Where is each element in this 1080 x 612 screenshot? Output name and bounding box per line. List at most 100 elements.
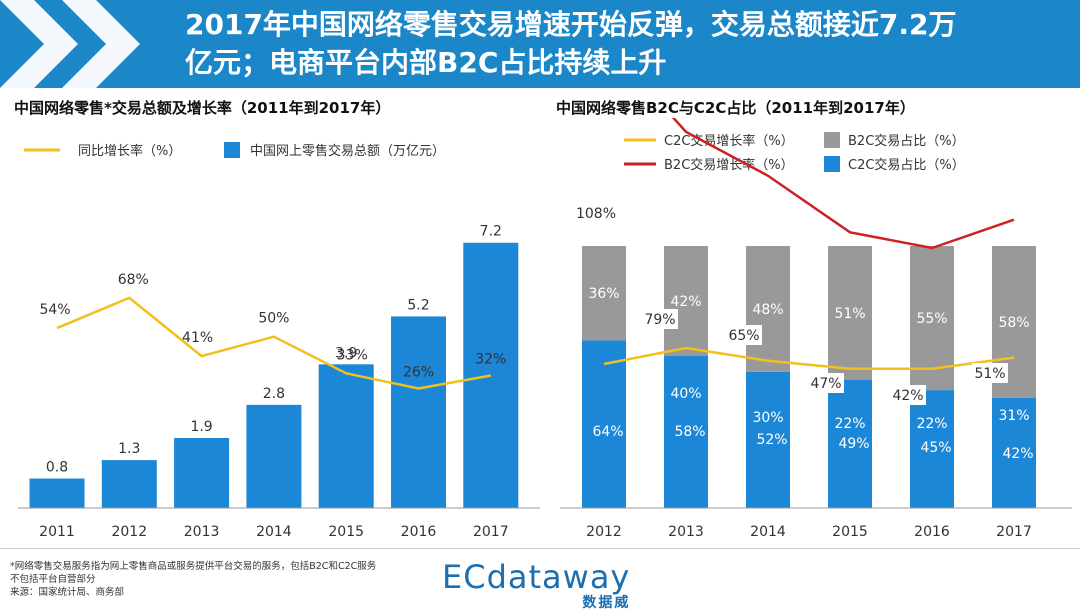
b2c-share-label: 55% (916, 311, 947, 327)
bar (391, 316, 446, 508)
bar-value-label: 0.8 (46, 460, 68, 476)
x-tick-label: 2017 (996, 524, 1032, 540)
c2c-value-label: 40% (670, 386, 701, 402)
b2c-growth-label-box (808, 373, 844, 393)
bar-value-label: 5.2 (407, 297, 429, 313)
b2c-share-label: 48% (752, 302, 783, 318)
bar (318, 364, 374, 508)
legend-label: C2C交易占比（%） (848, 157, 965, 173)
legend-label: 同比增长率（%） (78, 143, 181, 159)
growth-line (56, 296, 492, 390)
c2c-share-label: 45% (920, 440, 951, 456)
line-value-label: 33% (337, 347, 368, 363)
b2c-bar (828, 246, 872, 380)
bar-value-label: 1.9 (190, 419, 212, 435)
legend-bar-swatch (824, 156, 840, 172)
b2c-bar (746, 246, 790, 372)
b2c-growth-label: 42% (892, 388, 923, 404)
b2c-growth-line (671, 118, 1015, 250)
footnote-source: 来源：国家统计局、商务部 (10, 587, 125, 598)
line-value-label: 50% (258, 311, 289, 327)
x-tick-label: 2015 (832, 524, 868, 540)
b2c-bar (582, 246, 626, 341)
c2c-bar (582, 340, 626, 508)
left-chart: 同比增长率（%） 中国网上零售交易总额（万亿元） 0.8 2011 1.3 2012 1.9… (18, 142, 540, 540)
line-value-label: 68% (118, 272, 149, 288)
footer-divider (0, 548, 1080, 549)
x-tick-label: 2013 (668, 524, 704, 540)
legend-bar-swatch (224, 142, 240, 158)
c2c-share-label: 64% (592, 424, 623, 440)
legend-label: B2C交易占比（%） (848, 133, 965, 149)
bar-value-label: 1.3 (118, 441, 140, 457)
x-tick-label: 2011 (39, 524, 75, 540)
chevron-arrows-icon (0, 0, 140, 88)
legend-label: B2C交易增长率（%） (664, 157, 794, 173)
b2c-growth-label-box (726, 325, 762, 345)
line-value-label: 54% (39, 302, 70, 318)
x-tick-label: 2016 (914, 524, 950, 540)
x-tick-label: 2016 (401, 524, 437, 540)
x-tick-label: 2014 (750, 524, 786, 540)
line-value-label: 41% (182, 330, 213, 346)
footnote-line-1: *网络零售交易服务指为网上零售商品或服务提供平台交易的服务，包括B2C和C2C服… (10, 561, 377, 572)
header-banner: 2017年中国网络零售交易增速开始反弹，交易总额接近7.2万 亿元；电商平台内部… (0, 0, 1080, 88)
b2c-growth-label: 108% (576, 206, 616, 222)
b2c-growth-label: 51% (974, 366, 1005, 382)
bar (463, 242, 519, 508)
right-chart-title: 中国网络零售B2C与C2C占比（2011年到2017年） (556, 99, 915, 117)
footnote-line-2: 不包括平台自营部分 (10, 574, 96, 585)
b2c-share-label: 42% (670, 294, 701, 310)
c2c-share-label: 49% (838, 436, 869, 452)
c2c-bar (746, 371, 790, 508)
c2c-bar (828, 379, 872, 508)
b2c-share-label: 51% (834, 306, 865, 322)
b2c-share-label: 58% (998, 315, 1029, 331)
logo-text: ECdataway (442, 558, 631, 596)
bar (246, 404, 302, 508)
bar (174, 438, 230, 508)
b2c-bar (664, 246, 708, 357)
logo-cn-text: 数据威 (582, 595, 631, 611)
bar-value-label: 7.2 (480, 224, 502, 240)
c2c-bar (910, 390, 954, 508)
c2c-value-label: 31% (998, 408, 1029, 424)
bar (29, 478, 85, 508)
left-chart-title: 中国网络零售*交易总额及增长率（2011年到2017年） (14, 99, 391, 117)
title-line-2: 亿元；电商平台内部B2C占比持续上升 (185, 46, 667, 79)
c2c-value-label: 30% (752, 410, 783, 426)
b2c-growth-label-box (890, 385, 926, 405)
legend-label: C2C交易增长率（%） (664, 133, 794, 149)
b2c-share-label: 36% (588, 286, 619, 302)
b2c-growth-label: 65% (728, 328, 759, 344)
legend-bar-swatch (824, 132, 840, 148)
x-tick-label: 2014 (256, 524, 292, 540)
c2c-value-label: 22% (916, 416, 947, 432)
line-value-label: 26% (403, 364, 434, 380)
x-tick-label: 2013 (184, 524, 220, 540)
bar (101, 460, 157, 508)
c2c-share-label: 42% (1002, 446, 1033, 462)
x-tick-label: 2012 (586, 524, 622, 540)
right-chart: C2C交易增长率（%） B2C交易占比（%） B2C交易增长率（%） C2C交易占比（… (560, 118, 1072, 540)
line-value-label: 32% (475, 352, 506, 368)
legend-label: 中国网上零售交易总额（万亿元） (250, 143, 445, 159)
ecdataway-logo: ECdataway 数据威 (442, 558, 631, 612)
title-line-1: 2017年中国网络零售交易增速开始反弹，交易总额接近7.2万 (185, 8, 957, 41)
b2c-growth-label: 47% (810, 376, 841, 392)
x-tick-label: 2015 (328, 524, 364, 540)
c2c-bar (664, 356, 708, 508)
b2c-growth-label-box (972, 363, 1008, 383)
b2c-growth-label-box (642, 309, 678, 329)
c2c-share-label: 58% (674, 424, 705, 440)
bar-value-label: 2.8 (263, 386, 285, 402)
c2c-value-label: 22% (834, 416, 865, 432)
c2c-growth-line (603, 346, 1015, 371)
c2c-bar (992, 397, 1036, 508)
x-tick-label: 2017 (473, 524, 509, 540)
page-title: 2017年中国网络零售交易增速开始反弹，交易总额接近7.2万 亿元；电商平台内部… (185, 6, 1065, 82)
bar-value-label: 3.9 (335, 345, 357, 361)
x-tick-label: 2012 (111, 524, 147, 540)
c2c-share-label: 52% (756, 432, 787, 448)
b2c-growth-label: 79% (644, 312, 675, 328)
